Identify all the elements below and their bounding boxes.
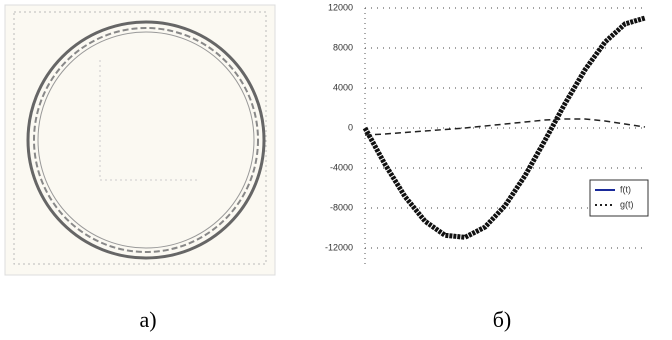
caption: а) [139, 307, 156, 332]
figure: а) б) 12000 8000 4000 0 -4000 -8000 -12000 f(t)… [0, 0, 672, 340]
y-tick-label: -4000 [330, 162, 353, 172]
legend-box [590, 180, 648, 216]
caption: б) [493, 307, 512, 332]
y-tick-label: -8000 [330, 202, 353, 212]
y-tick-label: 0 [348, 122, 353, 132]
legend-label: g(t) [620, 199, 634, 209]
page: а) б) 12000 8000 4000 0 -4000 -8000 -12000 f(t)… [0, 0, 672, 340]
panel-a-image [5, 5, 275, 275]
y-tick-label: 4000 [333, 82, 353, 92]
y-tick-label: 12000 [328, 2, 353, 12]
y-tick-label: -12000 [325, 242, 353, 252]
legend-label: f(t) [620, 184, 631, 194]
chart: 12000 8000 4000 0 -4000 -8000 -12000 f(t) g(t) [325, 2, 648, 268]
image-frame [5, 5, 275, 275]
y-tick-label: 8000 [333, 42, 353, 52]
series-line [365, 119, 645, 135]
